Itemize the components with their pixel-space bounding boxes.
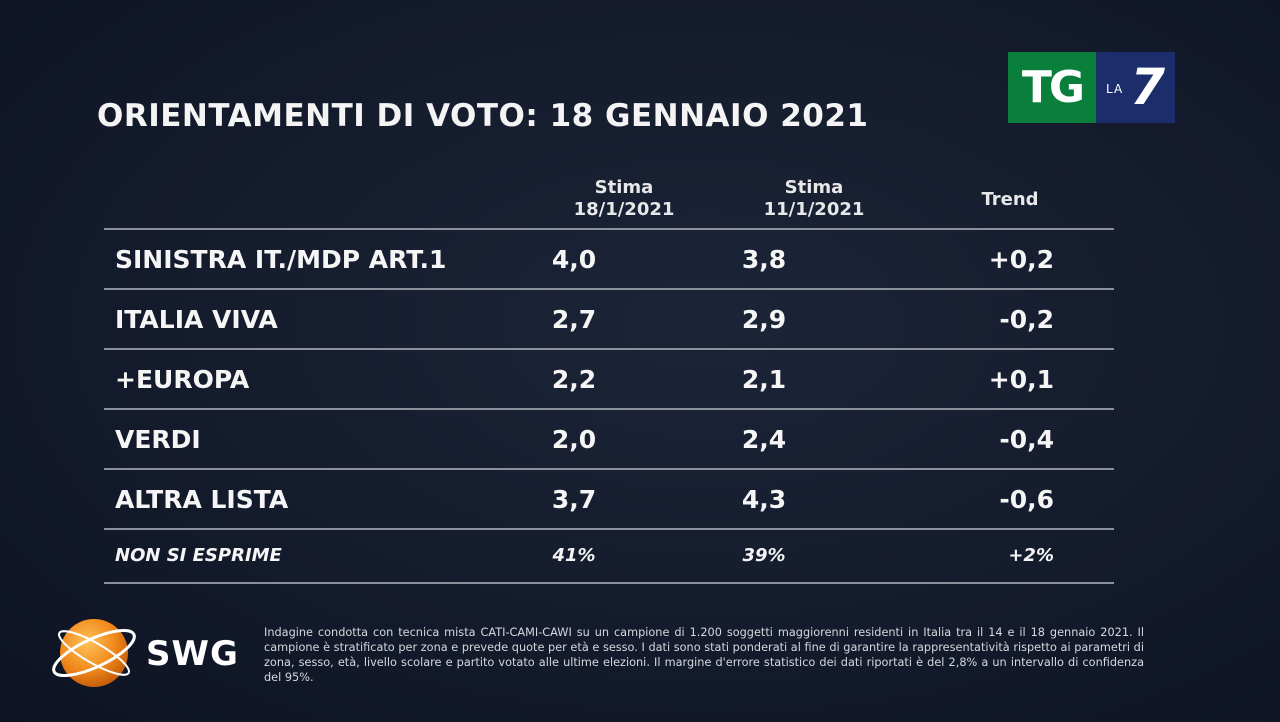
la-label: LA (1106, 82, 1124, 96)
stima-18-value: 2,2 (551, 365, 597, 394)
trend-value: -0,4 (999, 425, 1054, 454)
stima-18-value: 4,0 (551, 245, 597, 274)
column-header-stima-2-line1: Stima (784, 177, 844, 198)
stima-18-value: 2,7 (551, 305, 597, 334)
trend-value: +0,2 (988, 245, 1054, 274)
column-header-stima-1: Stima 18/1/2021 (554, 177, 694, 221)
seven-label: 7 (1130, 58, 1165, 116)
stima-18-value: 2,0 (551, 425, 597, 454)
results-table: SINISTRA IT./MDP ART.1 4,0 3,8 +0,2 ITAL… (104, 228, 1114, 584)
trend-value: +0,1 (988, 365, 1054, 394)
column-header-trend: Trend (960, 189, 1060, 211)
methodology-footnote: Indagine condotta con tecnica mista CATI… (264, 626, 1144, 684)
trend-value: +2% (1008, 545, 1054, 566)
column-header-stima-2: Stima 11/1/2021 (744, 177, 884, 221)
stima-11-value: 39% (742, 545, 786, 566)
table-row: +EUROPA 2,2 2,1 +0,1 (104, 348, 1114, 408)
party-name: ITALIA VIVA (115, 305, 278, 334)
column-header-stima-2-line2: 11/1/2021 (763, 199, 865, 220)
stima-11-value: 4,3 (741, 485, 787, 514)
stima-11-value: 2,4 (741, 425, 787, 454)
tg-la7-logo: TG LA 7 (1008, 52, 1175, 123)
table-row: ALTRA LISTA 3,7 4,3 -0,6 (104, 468, 1114, 528)
swg-wordmark: SWG (146, 634, 239, 674)
stima-11-value: 3,8 (741, 245, 787, 274)
stima-18-value: 41% (552, 545, 596, 566)
table-row: SINISTRA IT./MDP ART.1 4,0 3,8 +0,2 (104, 228, 1114, 288)
party-name: SINISTRA IT./MDP ART.1 (115, 245, 447, 274)
table-row: ITALIA VIVA 2,7 2,9 -0,2 (104, 288, 1114, 348)
swg-globe-icon (52, 619, 136, 687)
trend-value: -0,6 (999, 485, 1054, 514)
column-header-stima-1-line2: 18/1/2021 (573, 199, 675, 220)
column-header-stima-1-line1: Stima (594, 177, 654, 198)
column-header-trend-label: Trend (981, 189, 1039, 210)
stima-18-value: 3,7 (551, 485, 597, 514)
la7-logo-mark: LA 7 (1096, 52, 1175, 123)
table-row: VERDI 2,0 2,4 -0,4 (104, 408, 1114, 468)
stima-11-value: 2,1 (741, 365, 787, 394)
party-name: +EUROPA (115, 365, 250, 394)
table-row-non-si-esprime: NON SI ESPRIME 41% 39% +2% (104, 528, 1114, 584)
party-name: VERDI (115, 425, 201, 454)
trend-value: -0,2 (999, 305, 1054, 334)
page-title: ORIENTAMENTI DI VOTO: 18 GENNAIO 2021 (97, 98, 869, 134)
tg-logo-mark: TG (1008, 52, 1096, 123)
party-name: NON SI ESPRIME (115, 545, 282, 566)
party-name: ALTRA LISTA (115, 485, 289, 514)
stima-11-value: 2,9 (741, 305, 787, 334)
